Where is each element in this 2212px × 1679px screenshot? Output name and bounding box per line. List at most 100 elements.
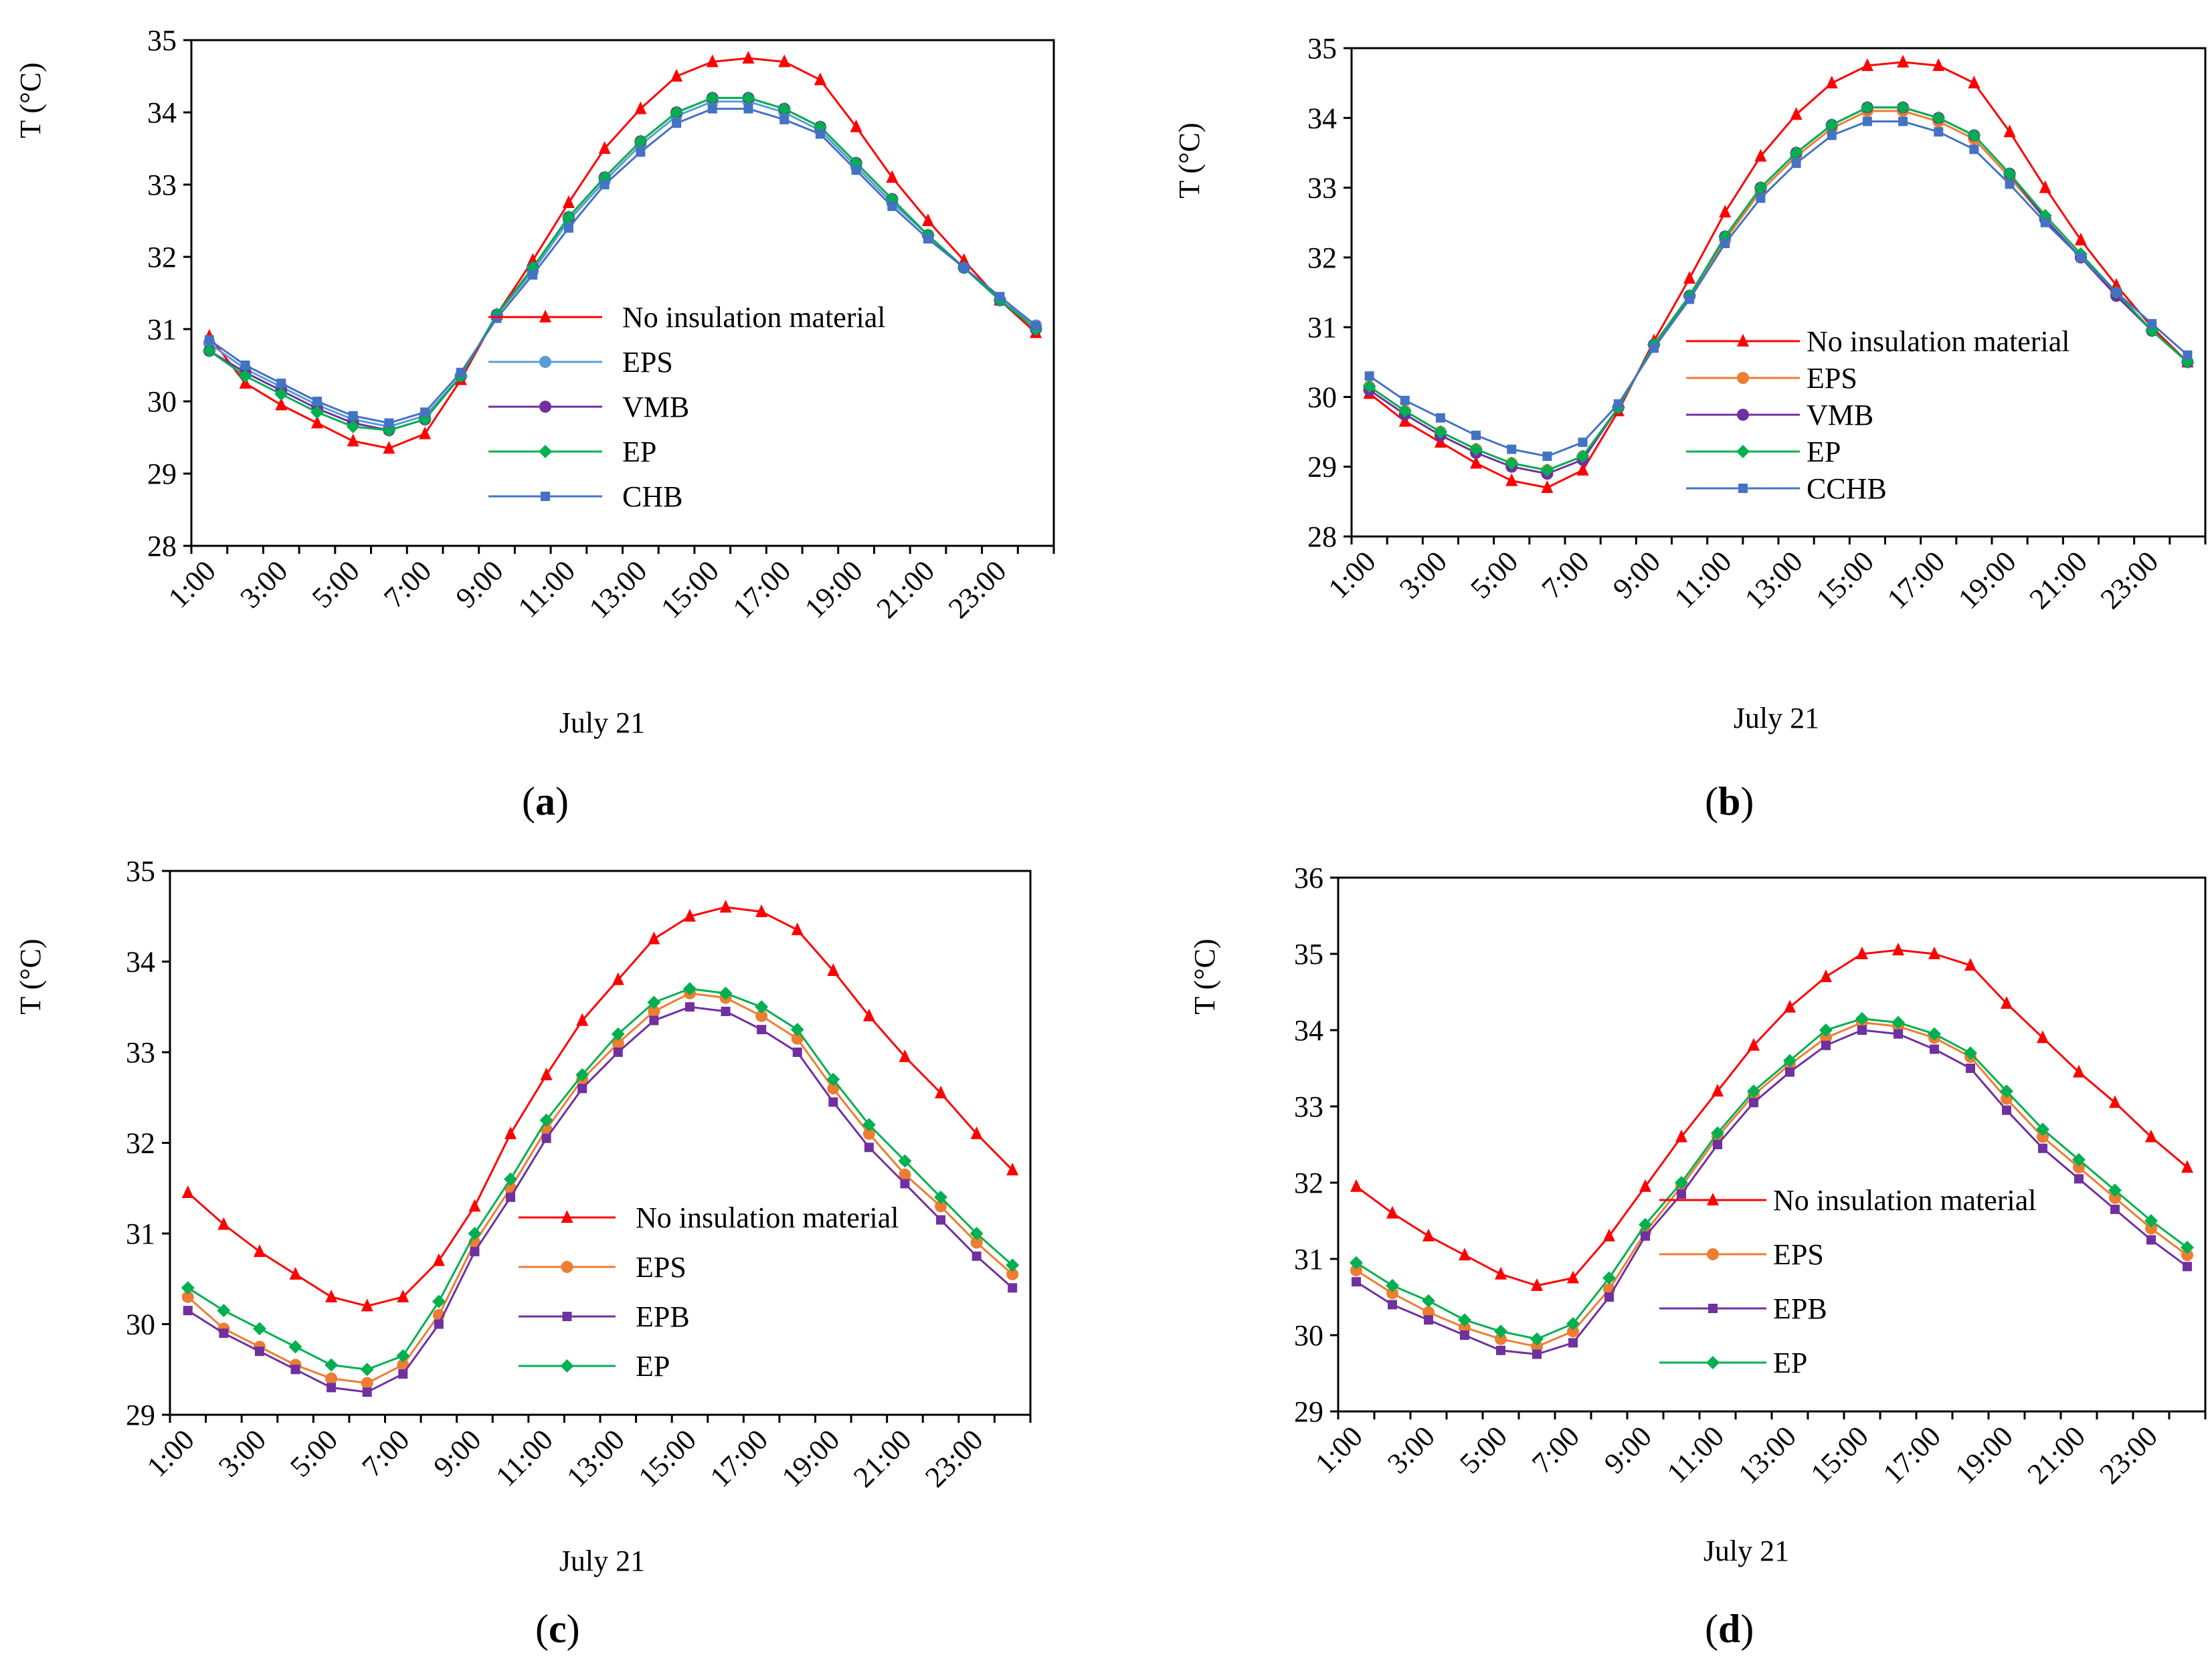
legend-label: CCHB [1807,472,1887,505]
y-tick-label: 31 [1294,1243,1323,1276]
x-tick-label: 19:00 [775,1423,846,1494]
data-point [274,387,288,401]
series-ep [1350,1011,2194,1346]
data-point [970,1236,983,1249]
data-point [1471,430,1481,440]
y-tick-label: 35 [126,855,155,888]
data-point [827,1082,840,1095]
data-point [1398,404,1412,418]
panel-label-open-paren: ( [1705,779,1718,823]
legend-swatch-marker [541,492,550,501]
legend-swatch-marker [539,310,551,322]
legend-swatch-marker [1737,409,1749,421]
data-point [970,1227,984,1240]
x-axis-title: July 21 [559,706,645,739]
data-point [2037,1130,2049,1143]
data-point [1495,1266,1507,1280]
data-point [1505,473,1518,486]
data-point [1894,1029,1903,1039]
data-point [1494,1324,1507,1339]
data-point [325,1289,338,1302]
series-line [187,1005,1014,1393]
series-cchb [1364,116,2193,462]
data-point [181,1185,194,1199]
data-point [1791,159,1801,169]
series-line [209,108,1037,424]
data-point [899,1168,911,1181]
x-tick-label: 13:00 [560,1423,631,1494]
data-point [2072,1153,2086,1167]
data-point [792,1048,802,1057]
data-point [1860,100,1874,114]
y-axis-title: T (°C) [14,939,47,1014]
data-point [1711,1126,1724,1140]
data-point [1362,379,1376,393]
series-no-insulation-material [181,900,1019,1312]
series-line [208,57,1037,450]
x-tick-label: 1:00 [1322,545,1382,605]
data-point [922,213,935,226]
x-tick-label: 3:00 [212,1423,272,1483]
data-point [886,170,899,183]
data-point [2144,1214,2158,1227]
series-line [1368,110,2189,472]
data-point [1542,452,1552,462]
data-point [528,270,538,280]
y-tick-label: 32 [1307,241,1337,274]
series-eps [203,95,1042,433]
data-point [864,1143,874,1153]
data-point [684,1002,695,1012]
x-tick-label: 15:00 [654,554,725,625]
x-tick-label: 9:00 [1606,545,1667,605]
y-tick-label: 33 [1294,1090,1323,1123]
data-point [1639,1179,1651,1192]
data-point [419,426,432,439]
legend-swatch-marker [1737,334,1749,347]
data-point [755,904,768,917]
data-point [1458,1313,1471,1327]
data-point [815,129,825,139]
data-point [396,1349,410,1363]
data-point [2002,1105,2011,1115]
series-vmb [1363,101,2194,480]
data-point [254,1347,264,1357]
data-point [1578,437,1588,448]
data-point [1567,1270,1579,1284]
data-point [2145,1129,2157,1143]
x-tick-label: 15:00 [632,1423,703,1494]
x-tick-label: 19:00 [798,554,869,625]
legend: No insulation material EPS VMB EP CHB [488,301,885,513]
x-tick-label: 11:00 [512,554,581,623]
data-point [183,1306,193,1316]
x-tick-label: 3:00 [234,554,294,614]
series-epb [1352,1025,2192,1359]
data-point [1748,1038,1760,1051]
panel-label-open-paren: ( [535,1607,549,1651]
data-point [1532,1349,1542,1359]
data-point [181,1290,194,1303]
x-tick-label: 17:00 [704,1423,775,1494]
data-point [1386,1205,1398,1219]
data-point [253,1244,266,1258]
data-point [1364,371,1374,381]
data-point [289,1266,302,1280]
data-point [721,1007,731,1017]
legend-label: No insulation material [1773,1184,2036,1217]
data-point [647,995,661,1009]
legend-label: CHB [622,480,682,513]
data-point [1898,116,1908,126]
data-point [899,1049,911,1062]
data-point [397,1359,409,1371]
x-tick-label: 17:00 [1881,545,1952,615]
data-point [1459,1248,1471,1261]
data-point [1685,294,1695,304]
data-point [217,1304,231,1318]
x-tick-label: 9:00 [450,554,510,614]
data-point [1934,127,1944,137]
data-point [649,1015,659,1025]
data-point [636,147,646,157]
data-point [2181,1160,2193,1173]
data-point [2145,1222,2157,1235]
panel-label-close-paren: ) [567,1607,580,1651]
data-point [1861,58,1873,72]
